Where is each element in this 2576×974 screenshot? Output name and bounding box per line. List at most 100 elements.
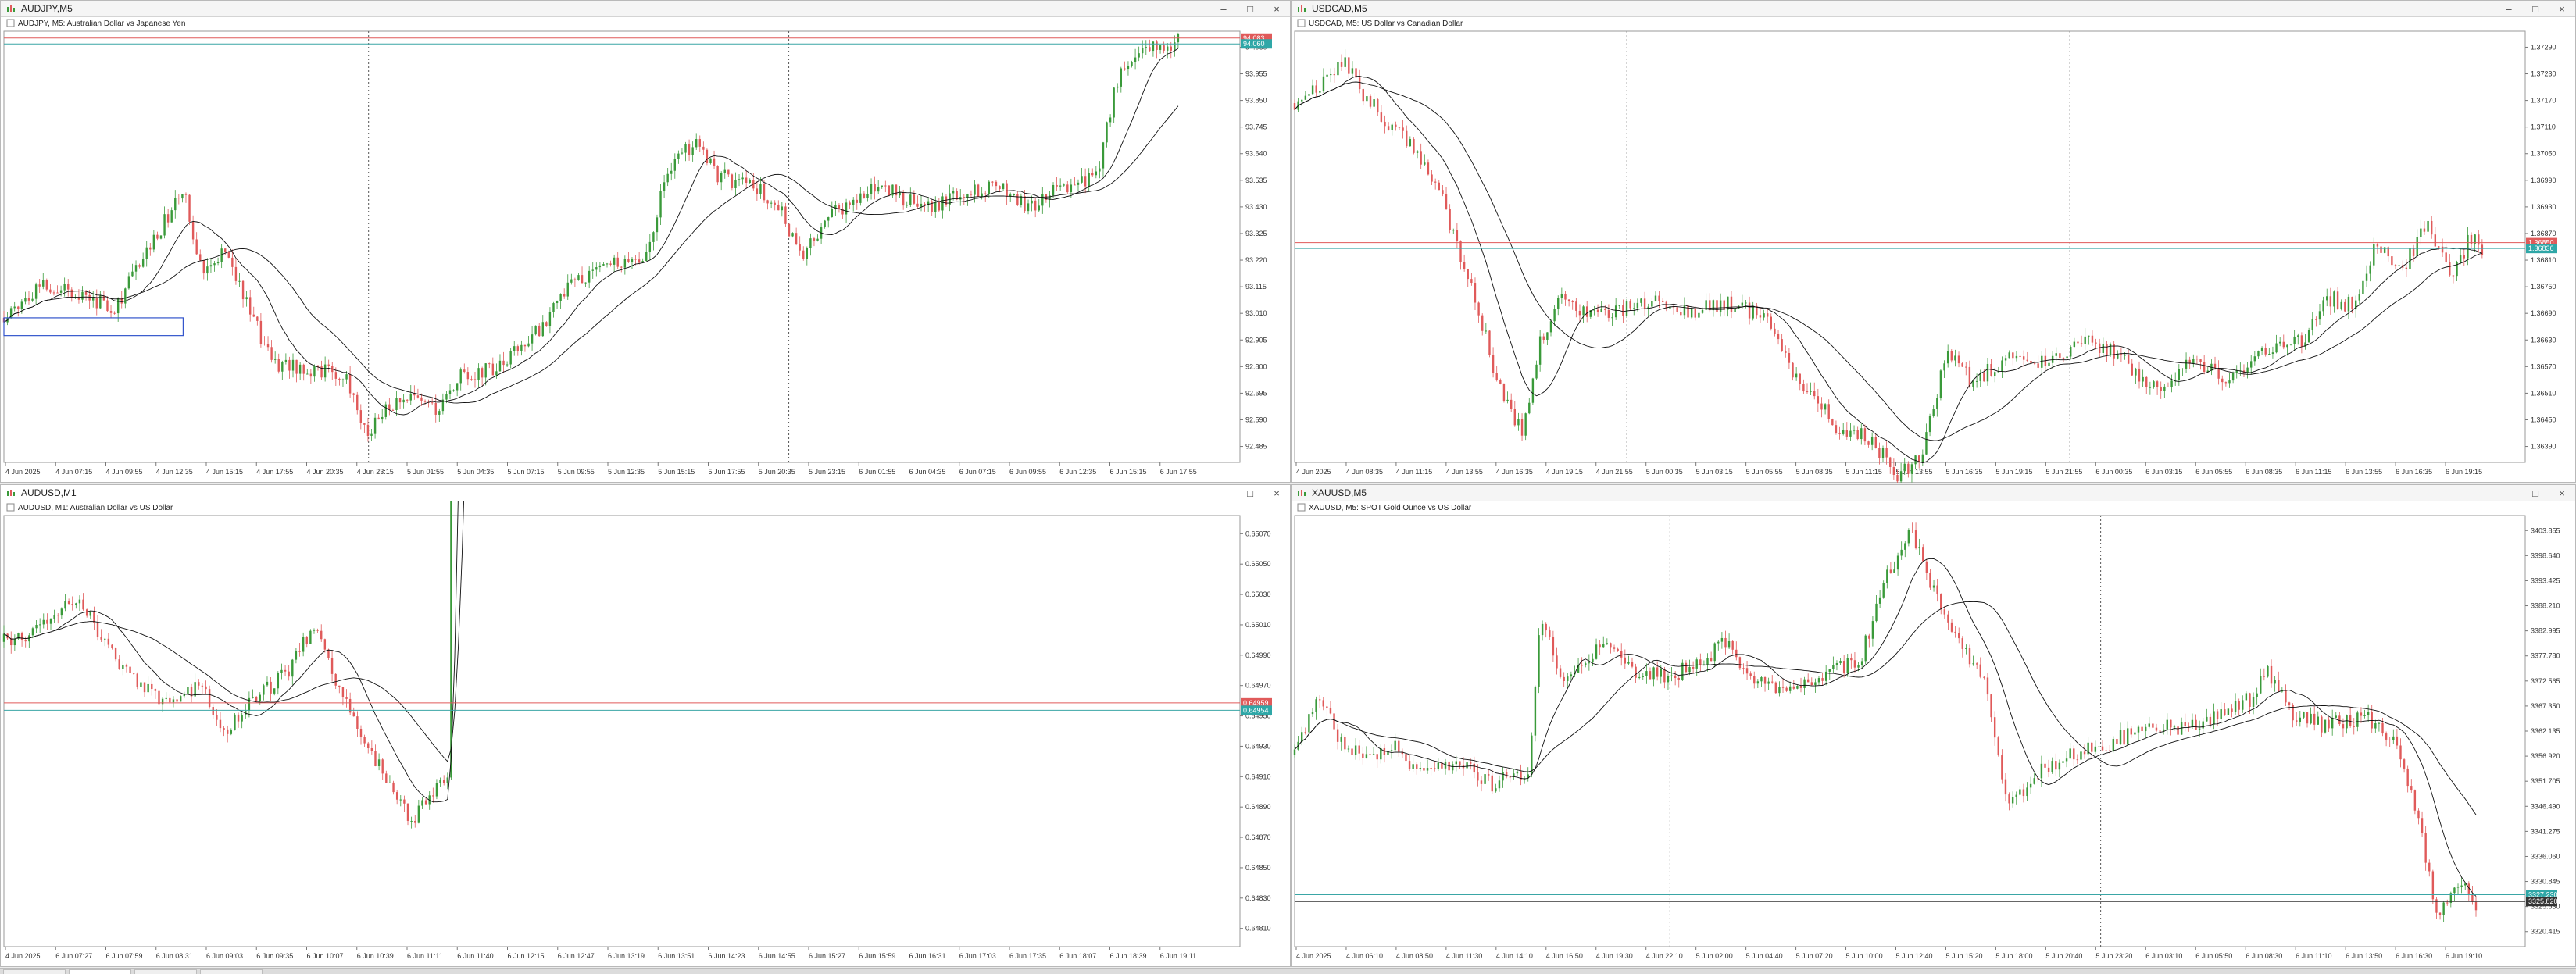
candle-body <box>1293 103 1296 110</box>
y-axis-tick-label: 3330.845 <box>2531 878 2560 886</box>
candle-body <box>2033 362 2036 364</box>
candle-body <box>2055 353 2057 356</box>
y-axis-tick-label: 93.535 <box>1245 177 1267 184</box>
candle-body <box>1975 380 1978 382</box>
candle-body <box>2470 234 2473 244</box>
candle-body <box>334 372 338 379</box>
x-axis-tick-label: 5 Jun 12:40 <box>1896 952 1933 960</box>
maximize-button[interactable]: □ <box>1247 487 1253 499</box>
candle-body <box>219 719 222 729</box>
y-axis-tick-label: 0.64890 <box>1245 803 1271 811</box>
candle-body <box>75 603 77 605</box>
candle-body <box>2065 758 2068 762</box>
chart-window-audusd[interactable]: AUDUSD,M1 – □ × AUDUSD, M1: Australian D… <box>0 484 1291 967</box>
window-title: USDCAD,M5 <box>1312 3 1367 14</box>
maximize-button[interactable]: □ <box>2532 2 2538 15</box>
minimize-button[interactable]: – <box>1220 2 1227 15</box>
candle-body <box>367 743 370 748</box>
close-button[interactable]: × <box>1274 2 1280 15</box>
candle-body <box>791 233 794 237</box>
chart-tab[interactable] <box>69 969 131 974</box>
price-chart[interactable]: XAUUSD, M5: SPOT Gold Ounce vs US Dollar… <box>1292 501 2575 967</box>
y-axis-tick-label: 0.64870 <box>1245 833 1271 841</box>
price-chart[interactable]: AUDJPY, M5: Australian Dollar vs Japanes… <box>1 17 1290 483</box>
candle-body <box>2438 246 2440 248</box>
candle-body <box>895 184 898 196</box>
candle-body <box>291 659 294 677</box>
candle-body <box>1954 631 1956 633</box>
candle-body <box>2373 244 2375 266</box>
chart-window-audjpy[interactable]: AUDJPY,M5 – □ × AUDJPY, M5: Australian D… <box>0 0 1291 483</box>
candle-body <box>2449 893 2453 904</box>
candle-body <box>2029 783 2032 788</box>
chart-tab[interactable] <box>3 969 66 974</box>
chart-window-xauusd[interactable]: XAUUSD,M5 – □ × XAUUSD, M5: SPOT Gold Ou… <box>1291 484 2576 967</box>
chart-tab[interactable] <box>200 969 263 974</box>
candle-body <box>409 393 412 401</box>
candle-body <box>166 214 170 223</box>
window-title: AUDJPY,M5 <box>21 3 73 14</box>
candle-body <box>363 737 366 744</box>
candle-body <box>2149 387 2152 388</box>
candle-body <box>666 173 669 183</box>
candle-body <box>2434 234 2437 247</box>
candle-body <box>2367 712 2370 715</box>
x-axis-tick-label: 4 Jun 2025 <box>5 952 41 960</box>
candle-body <box>159 235 163 239</box>
x-axis-tick-label: 6 Jun 07:15 <box>959 468 996 476</box>
candle-body <box>1333 713 1335 730</box>
x-axis-tick-label: 5 Jun 05:55 <box>1746 468 1783 476</box>
candle-body <box>2360 712 2363 716</box>
x-axis-tick-label: 6 Jun 03:10 <box>2145 952 2182 960</box>
minimize-button[interactable]: – <box>2506 487 2512 499</box>
candle-body <box>1900 549 1903 556</box>
window-titlebar[interactable]: USDCAD,M5 – □ × <box>1292 1 2575 17</box>
candle-body <box>1680 312 1682 316</box>
candle-body <box>2271 352 2274 355</box>
candle-body <box>802 250 805 259</box>
chart-header-icon <box>6 503 15 512</box>
y-axis-tick-label: 1.36930 <box>2531 203 2556 211</box>
candle-body <box>809 238 812 248</box>
minimize-button[interactable]: – <box>1220 487 1227 499</box>
candle-body <box>1311 85 1314 95</box>
candle-body <box>966 194 969 198</box>
candle-body <box>2263 676 2266 677</box>
window-titlebar[interactable]: AUDUSD,M1 – □ × <box>1 485 1290 501</box>
close-button[interactable]: × <box>2559 487 2565 499</box>
close-button[interactable]: × <box>2559 2 2565 15</box>
candle-body <box>2303 712 2305 718</box>
candle-body <box>1413 139 1415 153</box>
candle-body <box>59 290 63 293</box>
close-button[interactable]: × <box>1274 487 1280 499</box>
minimize-button[interactable]: – <box>2506 2 2512 15</box>
candle-body <box>1348 57 1350 74</box>
y-axis-tick-label: 3346.490 <box>2531 802 2560 810</box>
candle-body <box>745 177 748 183</box>
candle-body <box>374 751 377 766</box>
candle-body <box>749 180 751 183</box>
candle-body <box>670 170 673 174</box>
price-chart[interactable]: USDCAD, M5: US Dollar vs Canadian Dollar… <box>1292 17 2575 483</box>
candle-body <box>2353 725 2355 727</box>
candle-body <box>2198 728 2201 730</box>
candle-body <box>1373 99 1375 107</box>
price-chart[interactable]: AUDUSD, M1: Australian Dollar vs US Doll… <box>1 501 1290 967</box>
chart-tab[interactable] <box>134 969 197 974</box>
candle-body <box>949 193 951 205</box>
chart-window-usdcad[interactable]: USDCAD,M5 – □ × USDCAD, M5: US Dollar vs… <box>1291 0 2576 483</box>
candle-body <box>2008 794 2010 804</box>
x-axis-tick-label: 6 Jun 16:30 <box>2396 952 2432 960</box>
window-titlebar[interactable]: XAUUSD,M5 – □ × <box>1292 485 2575 501</box>
candle-body <box>1517 419 1520 426</box>
maximize-button[interactable]: □ <box>1247 2 1253 15</box>
candle-body <box>220 248 223 262</box>
y-axis-tick-label: 92.485 <box>1245 443 1267 451</box>
candle-body <box>1416 151 1419 153</box>
window-titlebar[interactable]: AUDJPY,M5 – □ × <box>1 1 1290 17</box>
candle-body <box>302 364 305 374</box>
candle-body <box>1814 682 1817 686</box>
maximize-button[interactable]: □ <box>2532 487 2538 499</box>
candle-body <box>502 360 505 366</box>
candle-body <box>1710 658 1713 662</box>
